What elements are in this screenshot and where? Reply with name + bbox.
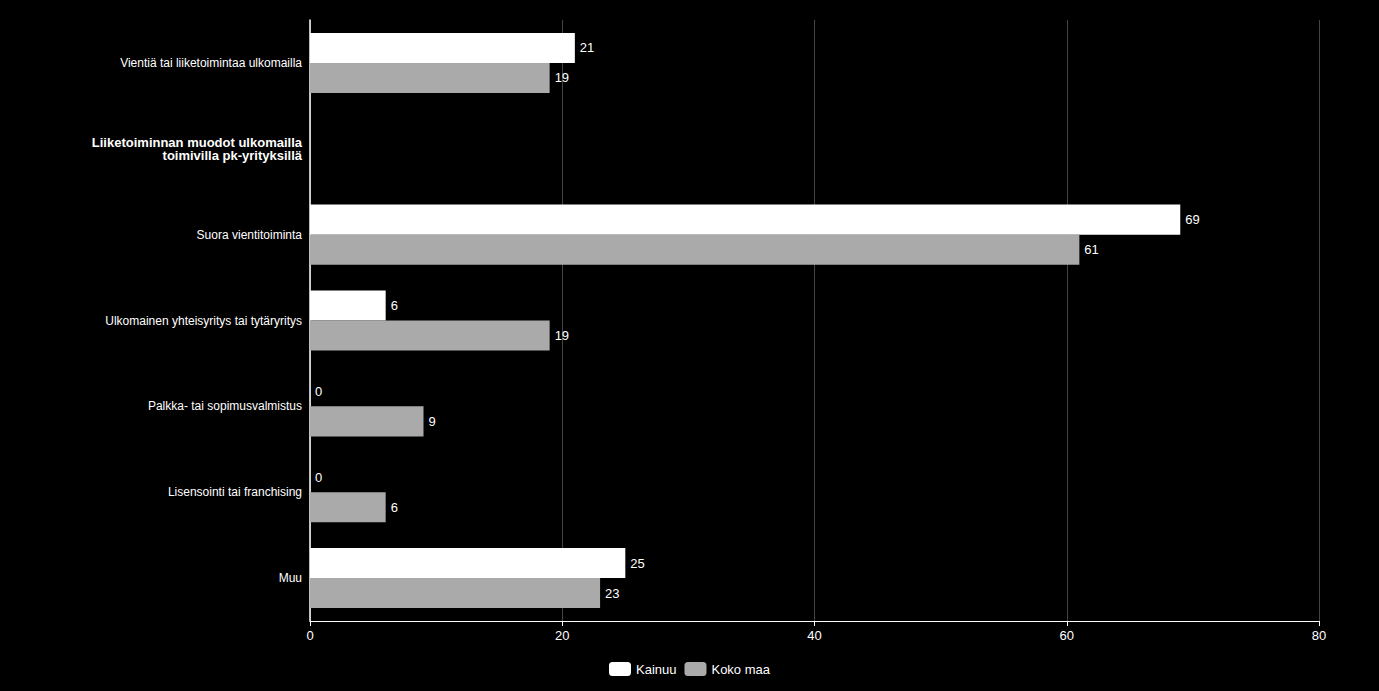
svg-text:19: 19 (555, 70, 569, 85)
svg-text:6: 6 (391, 298, 398, 313)
svg-text:Liiketoiminnan muodot ulkomail: Liiketoiminnan muodot ulkomailla (91, 134, 302, 150)
svg-text:60: 60 (1060, 628, 1074, 643)
svg-text:40: 40 (807, 628, 821, 643)
svg-text:23: 23 (605, 586, 619, 601)
svg-text:0: 0 (315, 384, 322, 399)
svg-text:Vientiä tai liiketoimintaa ulk: Vientiä tai liiketoimintaa ulkomailla (120, 56, 302, 70)
svg-text:Muu: Muu (279, 571, 302, 585)
svg-text:25: 25 (630, 556, 644, 571)
svg-text:6: 6 (391, 500, 398, 515)
svg-text:Lisensointi tai franchising: Lisensointi tai franchising (168, 485, 302, 499)
svg-text:21: 21 (580, 40, 594, 55)
svg-text:Kainuu: Kainuu (636, 662, 676, 677)
svg-text:toimivilla pk-yrityksillä: toimivilla pk-yrityksillä (163, 148, 303, 163)
svg-text:Ulkomainen yhteisyritys tai ty: Ulkomainen yhteisyritys tai tytäryritys (105, 314, 302, 328)
svg-text:19: 19 (555, 328, 569, 343)
svg-text:80: 80 (1312, 628, 1326, 643)
svg-text:Suora vientitoiminta: Suora vientitoiminta (197, 228, 303, 242)
svg-text:20: 20 (555, 628, 569, 643)
svg-text:61: 61 (1084, 242, 1098, 257)
svg-text:Palkka- tai sopimusvalmistus: Palkka- tai sopimusvalmistus (148, 399, 302, 413)
svg-text:0: 0 (306, 628, 313, 643)
svg-text:Koko maa: Koko maa (711, 662, 770, 677)
svg-text:69: 69 (1185, 212, 1199, 227)
svg-text:9: 9 (429, 414, 436, 429)
svg-text:0: 0 (315, 470, 322, 485)
